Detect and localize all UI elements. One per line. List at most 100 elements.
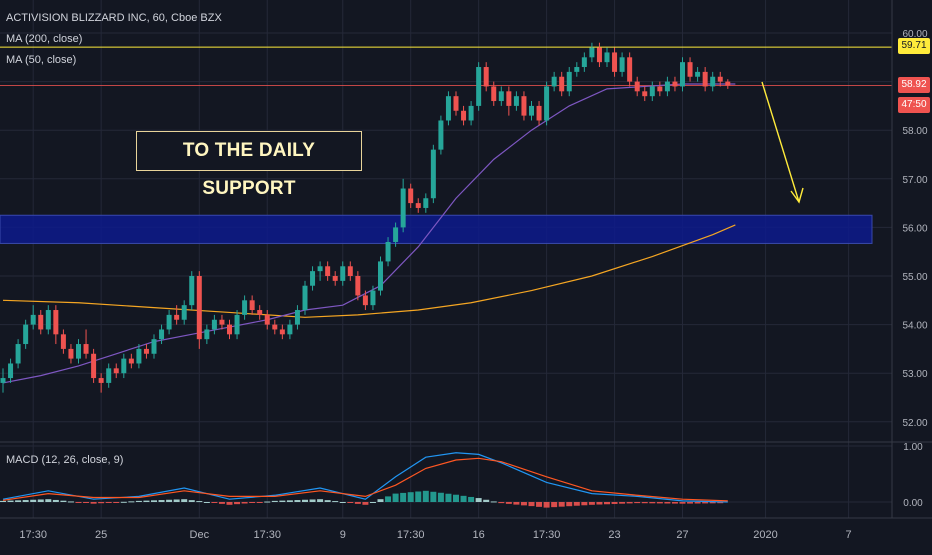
candle-body: [159, 329, 165, 340]
candle: [378, 256, 383, 296]
price-tick-label: 57.00: [902, 175, 927, 186]
macd-histogram-bar: [7, 500, 14, 502]
candle-body: [234, 314, 240, 335]
candle: [664, 76, 670, 97]
countdown-tag: 47:50: [898, 97, 930, 113]
candle: [393, 222, 399, 247]
macd-histogram-bar: [437, 492, 444, 502]
candle-body: [430, 149, 436, 199]
candle: [589, 42, 595, 63]
candle: [702, 67, 708, 92]
chart-title: ACTIVISION BLIZZARD INC, 60, Cboe BZX: [6, 12, 222, 24]
candle-body: [476, 67, 482, 106]
macd-histogram-bar: [317, 499, 324, 502]
candle: [529, 101, 534, 121]
candle: [159, 324, 165, 345]
macd-histogram-bar: [128, 501, 135, 503]
macd-histogram-bar: [256, 502, 263, 503]
macd-histogram-bar: [520, 502, 527, 506]
candle-body: [113, 368, 119, 374]
candle-body: [174, 314, 180, 320]
macd-histogram-bar: [15, 500, 22, 502]
time-tick-label: 17:30: [533, 529, 561, 541]
candle: [0, 368, 6, 393]
macd-histogram-bar: [52, 499, 59, 502]
macd-histogram-bar: [687, 502, 694, 504]
candle: [53, 305, 59, 345]
macd-histogram-bar: [551, 502, 558, 508]
time-tick-label: 16: [473, 529, 485, 541]
macd-histogram-bar: [37, 499, 44, 502]
candle: [257, 305, 263, 320]
macd-histogram-bar: [271, 500, 278, 502]
candle-body: [400, 188, 406, 228]
candle-body: [219, 319, 225, 325]
candle: [612, 47, 618, 77]
candle: [521, 91, 527, 121]
macd-histogram: [0, 490, 724, 508]
macd-histogram-bar: [460, 495, 467, 502]
macd-histogram-bar: [671, 502, 678, 504]
candle: [513, 91, 519, 111]
grid-lines: [0, 0, 892, 518]
candle-body: [227, 324, 232, 335]
ma200-legend[interactable]: MA (200, close): [6, 33, 83, 45]
candle-body: [38, 314, 44, 330]
candle-body: [544, 86, 550, 121]
candle: [113, 363, 119, 379]
macd-histogram-bar: [294, 500, 301, 502]
arrow-shaft: [761, 81, 800, 203]
candle-body: [204, 329, 210, 340]
macd-histogram-bar: [83, 502, 90, 503]
candle: [310, 266, 316, 291]
candle: [551, 71, 557, 92]
candle: [121, 353, 127, 379]
price-tick-label: 60.00: [902, 29, 927, 40]
candle: [717, 71, 723, 87]
candle: [695, 67, 701, 82]
candle: [128, 353, 134, 369]
macd-histogram-bar: [339, 502, 346, 503]
candle-body: [521, 96, 527, 116]
macd-histogram-bar: [498, 502, 505, 504]
macd-histogram-bar: [490, 501, 497, 503]
macd-histogram-bar: [543, 502, 550, 508]
candle-body: [76, 344, 81, 359]
candle-body: [589, 47, 595, 58]
candle: [219, 314, 225, 330]
annotation-box[interactable]: TO THE DAILY SUPPORT: [136, 131, 362, 199]
candle: [325, 261, 331, 281]
candle: [166, 310, 172, 335]
macd-histogram-bar: [30, 499, 37, 502]
candle-body: [566, 71, 572, 92]
macd-histogram-bar: [173, 499, 180, 502]
candle: [476, 62, 482, 111]
candle: [355, 271, 361, 301]
candle: [385, 237, 391, 267]
macd-line: [2, 452, 728, 503]
support-zone: [0, 214, 873, 244]
candle-body: [581, 57, 587, 68]
candle: [332, 271, 338, 286]
macd-histogram-bar: [385, 496, 392, 502]
candle-body: [717, 76, 723, 82]
time-tick-label: 17:30: [253, 529, 281, 541]
candle: [506, 86, 512, 116]
candle-body: [438, 120, 444, 150]
candle: [672, 76, 678, 92]
candle: [8, 358, 14, 383]
candle-body: [642, 91, 648, 97]
candle: [76, 339, 81, 364]
candle-body: [370, 290, 376, 306]
macd-histogram-bar: [181, 499, 188, 502]
ma50-legend[interactable]: MA (50, close): [6, 54, 77, 66]
macd-histogram-bar: [588, 502, 595, 505]
candle: [60, 329, 66, 354]
macd-histogram-bar: [430, 491, 437, 502]
candle: [136, 344, 142, 369]
time-tick-label: 17:30: [19, 529, 47, 541]
candle-body: [166, 314, 172, 330]
macd-legend[interactable]: MACD (12, 26, close, 9): [6, 454, 124, 466]
candle: [317, 261, 323, 281]
